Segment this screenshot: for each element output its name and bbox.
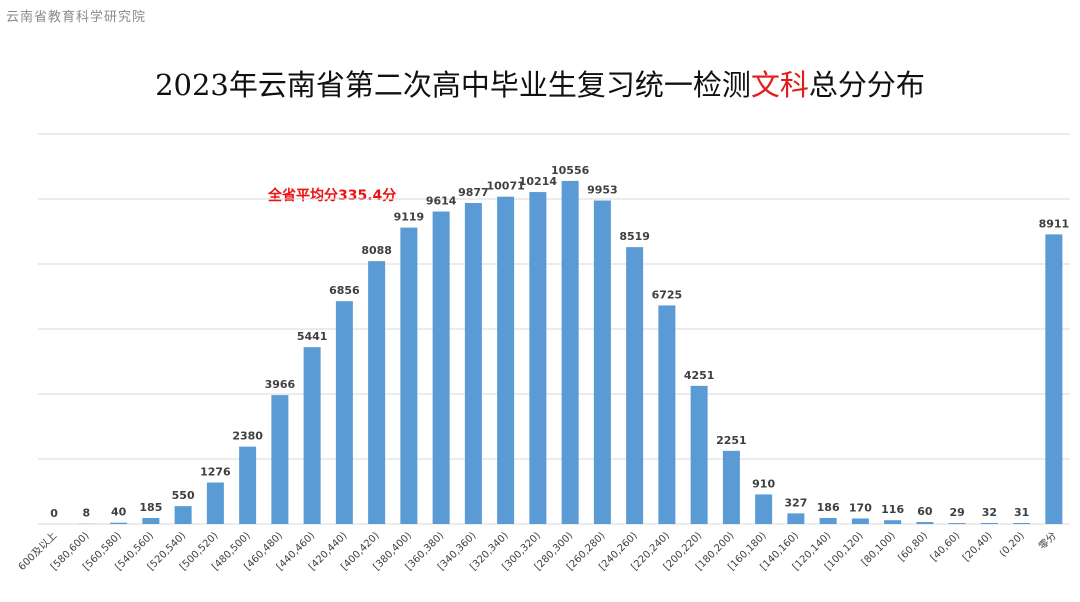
bar bbox=[755, 494, 773, 524]
x-tick-label: [20,40) bbox=[961, 530, 995, 564]
x-tick-label: [80,100) bbox=[860, 530, 898, 568]
bar bbox=[206, 482, 224, 524]
data-label: 9119 bbox=[394, 211, 425, 224]
x-tick-label: 零分 bbox=[1036, 530, 1059, 553]
data-label: 5441 bbox=[297, 330, 328, 343]
data-label: 29 bbox=[949, 506, 964, 519]
bar bbox=[174, 506, 192, 524]
data-label: 8088 bbox=[361, 244, 392, 257]
bar bbox=[303, 347, 321, 524]
bar bbox=[529, 192, 547, 525]
data-label: 550 bbox=[172, 489, 195, 502]
data-label: 170 bbox=[849, 501, 872, 514]
x-tick-label: [60,80) bbox=[896, 530, 930, 564]
bar bbox=[1045, 234, 1063, 524]
bar bbox=[239, 446, 257, 524]
bar bbox=[658, 305, 676, 524]
data-label: 910 bbox=[752, 477, 775, 490]
bar bbox=[851, 518, 869, 524]
bar bbox=[335, 301, 353, 524]
data-label: 2251 bbox=[716, 434, 747, 447]
data-label: 8519 bbox=[619, 230, 650, 243]
data-label: 9953 bbox=[587, 184, 618, 197]
bar bbox=[464, 202, 482, 524]
bar bbox=[884, 520, 902, 524]
bar bbox=[368, 261, 386, 524]
bar bbox=[271, 395, 289, 524]
data-label: 2380 bbox=[232, 430, 263, 443]
title-suffix: 总分分布 bbox=[808, 68, 925, 102]
bar bbox=[690, 385, 708, 524]
data-label: 10214 bbox=[519, 175, 558, 188]
title-prefix: 2023年云南省第二次高中毕业生复习统一检测 bbox=[155, 68, 751, 102]
data-label: 185 bbox=[139, 501, 162, 514]
data-label: 8 bbox=[83, 507, 91, 520]
title-highlight: 文科 bbox=[750, 68, 809, 102]
data-label: 327 bbox=[784, 496, 807, 509]
bar bbox=[980, 522, 998, 524]
bar bbox=[110, 522, 128, 524]
data-label: 3966 bbox=[265, 378, 296, 391]
bar bbox=[593, 200, 611, 524]
data-label: 6725 bbox=[652, 288, 683, 301]
data-label: 8911 bbox=[1039, 217, 1070, 230]
data-label: 0 bbox=[50, 507, 58, 520]
bar bbox=[787, 513, 805, 524]
data-label: 10556 bbox=[551, 164, 590, 177]
bar bbox=[1013, 522, 1031, 524]
bar bbox=[819, 517, 837, 524]
x-tick-label: [40,60) bbox=[929, 530, 963, 564]
data-label: 186 bbox=[817, 501, 840, 514]
data-label: 9877 bbox=[458, 186, 489, 199]
bar bbox=[916, 522, 934, 524]
source-label: 云南省教育科学研究院 bbox=[6, 10, 147, 25]
data-label: 32 bbox=[982, 506, 997, 519]
bar bbox=[142, 517, 160, 524]
bar bbox=[400, 227, 418, 524]
data-label: 9614 bbox=[426, 195, 457, 208]
bar bbox=[722, 450, 740, 524]
data-label: 116 bbox=[881, 503, 904, 516]
bar bbox=[948, 523, 966, 524]
x-tick-label: (0,20) bbox=[998, 530, 1027, 559]
chart-title: 2023年云南省第二次高中毕业生复习统一检测文科总分分布 bbox=[0, 62, 1080, 104]
bar bbox=[432, 211, 450, 525]
data-label: 31 bbox=[1014, 506, 1029, 519]
data-label: 4251 bbox=[684, 369, 715, 382]
data-label: 60 bbox=[917, 505, 933, 518]
bar bbox=[561, 180, 579, 524]
bar bbox=[626, 247, 644, 524]
data-label: 10071 bbox=[486, 180, 524, 193]
data-label: 40 bbox=[111, 506, 127, 519]
data-label: 1276 bbox=[200, 466, 231, 479]
data-label: 6856 bbox=[329, 284, 360, 297]
bar bbox=[497, 196, 515, 524]
average-annotation: 全省平均分335.4分 bbox=[268, 188, 397, 204]
